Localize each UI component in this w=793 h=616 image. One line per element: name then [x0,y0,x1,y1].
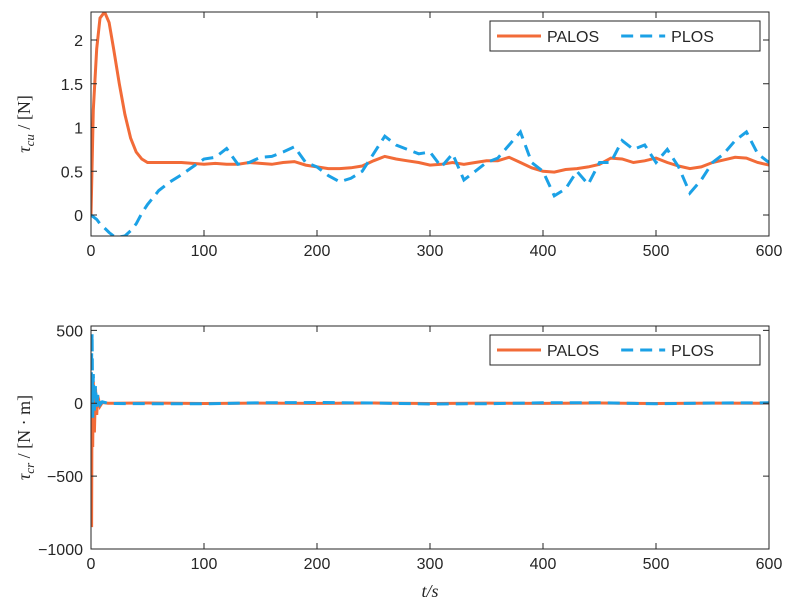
y-axis-label-part: cu [22,134,37,147]
y-tick-label: 0 [74,208,83,225]
data-line [91,128,769,236]
y-tick-label: 500 [56,323,83,340]
y-tick-label: 0.5 [61,164,83,181]
x-tick-label: 500 [643,556,670,573]
x-tick-label: 600 [756,556,783,573]
y-tick-label: 2 [74,33,83,50]
x-tick-label: 0 [87,556,96,573]
legend: PALOS PLOS [489,334,761,366]
y-tick-label: 0 [74,396,83,413]
y-axis-label: τcu / [N] [14,95,37,153]
legend-label: PALOS [547,29,599,46]
y-axis-label-part: τ [14,473,34,480]
x-tick-label: 0 [87,243,96,260]
y-axis-label-part: / [N · m] [14,395,34,463]
x-axis-label: t/s [421,581,438,601]
y-axis-label-part: / [N] [14,95,34,134]
x-tick-label: 500 [643,243,670,260]
x-tick-label: 100 [191,243,218,260]
x-tick-label: 100 [191,556,218,573]
x-tick-label: 200 [304,243,331,260]
legend-label: PALOS [547,343,599,360]
x-tick-label: 300 [417,243,444,260]
legend-label: PLOS [671,29,714,46]
legend-label: PLOS [671,343,714,360]
x-tick-label: 300 [417,556,444,573]
y-axis-label-part: τ [14,146,34,153]
data-line [91,333,769,418]
x-tick-label: 400 [530,243,557,260]
y-axis-label: τcr / [N · m] [14,395,37,480]
y-tick-label: −500 [47,469,83,486]
y-axis-label-part: cr [22,462,37,474]
x-tick-label: 200 [304,556,331,573]
y-tick-label: 1 [74,121,83,138]
y-tick-label: 1.5 [61,77,83,94]
x-tick-label: 600 [756,243,783,260]
data-line [91,12,769,216]
x-tick-label: 400 [530,556,557,573]
y-tick-label: −1000 [38,542,83,559]
legend: PALOS PLOS [489,20,761,52]
